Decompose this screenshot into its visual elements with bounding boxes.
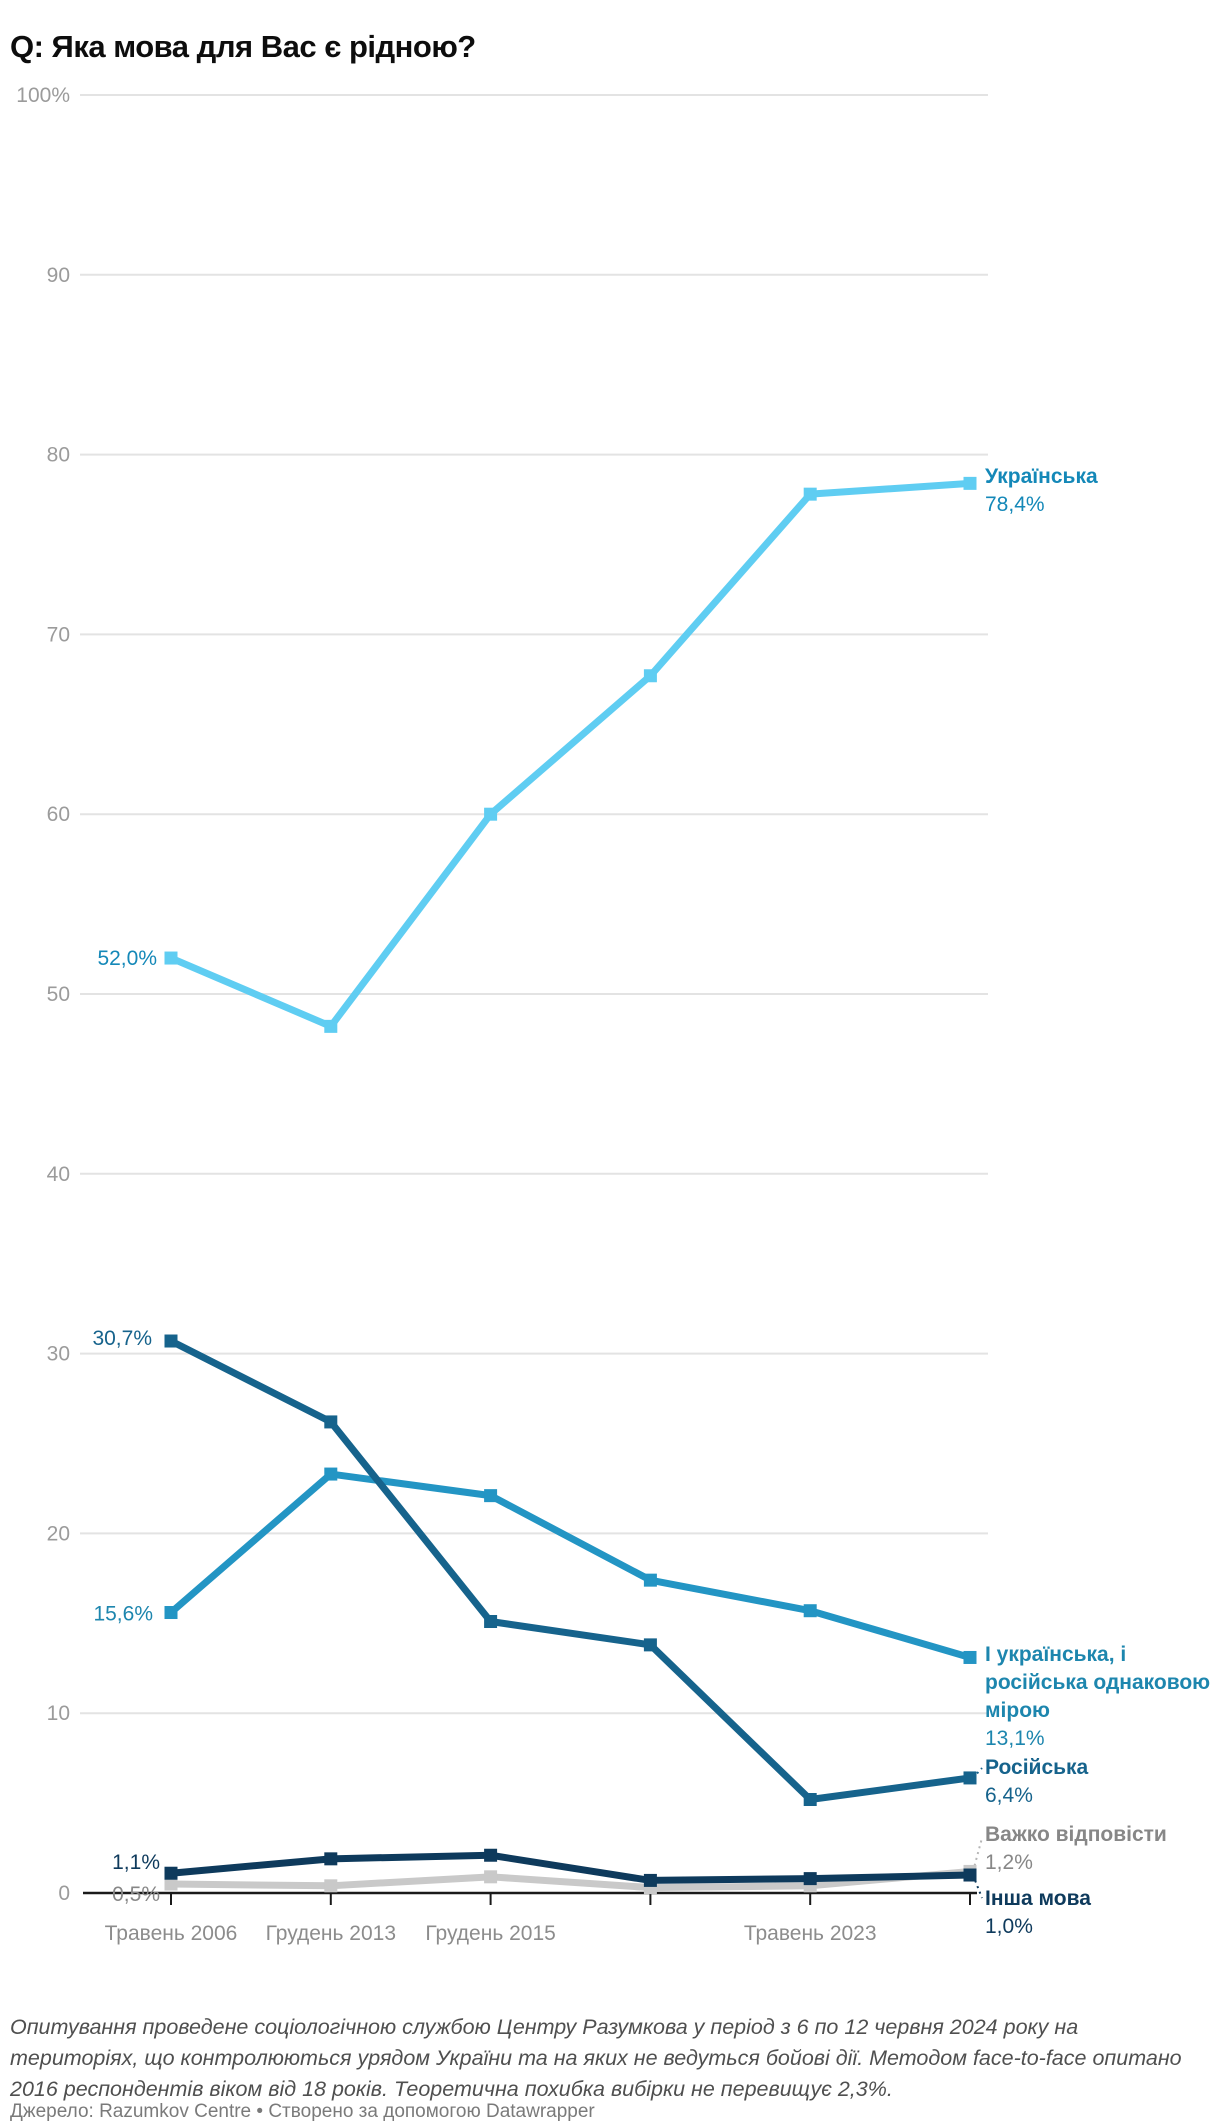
data-point-marker <box>484 807 498 821</box>
data-point-marker <box>643 1573 657 1587</box>
y-axis-tick-label: 30 <box>47 1343 70 1366</box>
start-value-label: 52,0% <box>97 947 157 970</box>
data-point-marker <box>643 1638 657 1652</box>
series-line <box>170 1867 971 1892</box>
data-point-marker <box>484 1615 498 1629</box>
data-point-marker <box>963 1771 977 1785</box>
data-point-marker <box>324 1019 338 1033</box>
data-point-marker <box>643 669 657 683</box>
page-title: Q: Яка мова для Вас є рідною? <box>10 28 476 64</box>
chart-notes: Опитування проведене соціологічною служб… <box>10 2014 1182 2101</box>
y-axis-tick-label: 100% <box>16 84 70 107</box>
data-point-marker <box>324 1467 338 1481</box>
label-connector <box>972 1874 983 1899</box>
data-point-marker <box>164 951 178 965</box>
data-point-marker <box>484 1870 498 1884</box>
x-axis-tick-label: Травень 2006 <box>105 1922 238 1945</box>
data-point-marker <box>484 1848 498 1862</box>
data-point-marker <box>164 1877 178 1891</box>
data-point-marker <box>963 1868 977 1882</box>
y-axis-tick-label: 50 <box>47 983 70 1006</box>
data-point-marker <box>324 1852 338 1866</box>
y-axis-tick-label: 90 <box>47 264 70 287</box>
data-point-marker <box>164 1866 178 1880</box>
start-value-label: 15,6% <box>93 1603 153 1626</box>
x-axis-tick-label: Травень 2023 <box>744 1922 877 1945</box>
y-axis-tick-label: 0 <box>58 1882 70 1905</box>
x-axis-tick-label: Грудень 2015 <box>425 1922 555 1945</box>
series-line <box>169 479 971 1030</box>
x-axis-tick-label: Грудень 2013 <box>266 1922 396 1945</box>
data-point-marker <box>324 1415 338 1429</box>
y-axis-tick-label: 80 <box>47 444 70 467</box>
data-point-marker <box>324 1879 338 1893</box>
start-value-label: 30,7% <box>92 1327 152 1350</box>
data-point-marker <box>803 1872 817 1886</box>
data-point-marker <box>803 487 817 501</box>
data-point-marker <box>484 1489 498 1503</box>
data-point-marker <box>164 1606 178 1620</box>
line-chart: 0 10 20 30 40 50 60 70 80 90 100% Травень 2006 Груде… <box>16 84 988 1945</box>
y-axis-tick-label: 20 <box>47 1522 70 1545</box>
y-axis-tick-label: 70 <box>47 623 70 646</box>
y-axis-tick-label: 60 <box>47 803 70 826</box>
series-line <box>169 1337 971 1804</box>
data-point-marker <box>643 1873 657 1887</box>
data-point-marker <box>164 1334 178 1348</box>
data-point-marker <box>803 1793 817 1807</box>
start-value-label: 0,5% <box>112 1883 160 1906</box>
data-point-marker <box>803 1604 817 1618</box>
data-point-marker <box>963 476 977 490</box>
chart-source: Джерело: Razumkov Centre • Створено за д… <box>10 2101 595 2122</box>
series-line <box>168 1470 971 1661</box>
series-line <box>170 1851 971 1884</box>
y-axis-tick-label: 10 <box>47 1702 70 1725</box>
data-point-marker <box>963 1650 977 1664</box>
start-value-label: 1,1% <box>112 1851 160 1874</box>
label-connector <box>972 1767 983 1779</box>
y-axis-tick-label: 40 <box>47 1163 70 1186</box>
